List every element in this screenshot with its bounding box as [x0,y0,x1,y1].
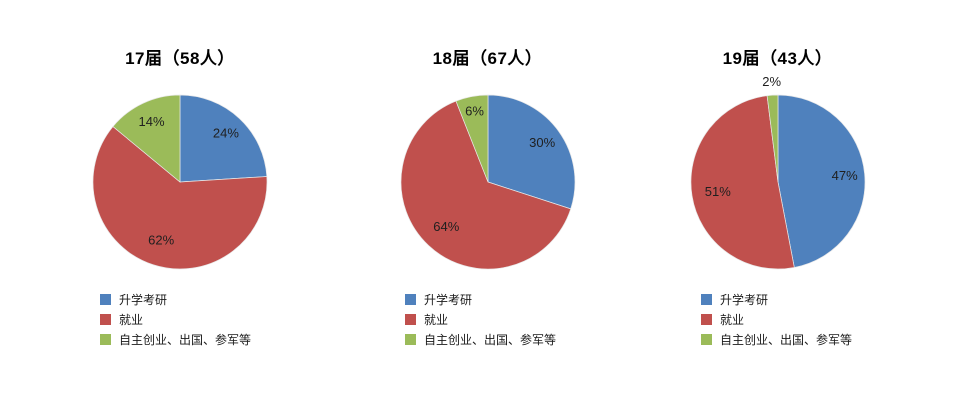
slice-label: 51% [704,184,730,199]
legend-swatch [701,313,712,325]
chart-panel-19: 19届（43人） 47% 51% 2% 升学考研就业自主创业、出国、参军等 [635,0,920,412]
legend-item: 自主创业、出国、参军等 [405,329,556,349]
slice-label: 47% [831,168,857,183]
legend-swatch [100,333,111,345]
pie-slice-0 [179,94,268,183]
slice-label: 24% [213,126,239,141]
legend-item: 自主创业、出国、参军等 [100,329,251,349]
legend-item: 就业 [100,309,251,329]
legend-item: 升学考研 [405,289,556,309]
legend-label: 就业 [720,312,745,327]
legend-swatch [701,293,712,305]
pie-slice-2 [112,94,181,183]
slice-label: 64% [433,219,459,234]
pie-slice-0 [777,94,865,268]
legend-label: 升学考研 [119,292,168,307]
legend: 升学考研就业自主创业、出国、参军等 [100,289,251,349]
legend: 升学考研就业自主创业、出国、参军等 [701,289,852,349]
pie-slice-1 [400,100,571,270]
pie-slice-2 [455,94,488,183]
legend-label: 自主创业、出国、参军等 [119,332,252,347]
pie-slice-0 [487,94,575,210]
legend-item: 就业 [701,309,852,329]
legend-item: 自主创业、出国、参军等 [701,329,852,349]
slice-label: 6% [465,104,484,119]
slice-label: 62% [148,232,174,247]
legend-item: 升学考研 [100,289,251,309]
legend-swatch [100,313,111,325]
slice-label: 30% [529,135,555,150]
chart-title: 19届（43人） [722,49,833,68]
legend: 升学考研就业自主创业、出国、参军等 [405,289,556,349]
legend-swatch [405,333,416,345]
pie-slice-1 [92,126,268,270]
chart-panel-18: 18届（67人） 30% 64% 6% 升学考研就业自主创业、出国、参军等 [345,0,630,412]
chart-title: 18届（67人） [432,49,543,68]
pie-slice-1 [690,95,795,270]
pie-chart-svg: 30% 64% 6% [400,94,575,270]
chart-title: 17届（58人） [125,49,235,68]
legend-label: 自主创业、出国、参军等 [720,332,853,347]
slice-label: 14% [138,114,164,129]
legend-label: 就业 [119,312,144,327]
legend-label: 升学考研 [720,292,769,307]
legend-label: 就业 [424,312,449,327]
chart-panel-17: 17届（58人） 24% 62% 14% 升学考研就业自主创业、出国、参军等 [40,0,320,412]
legend-swatch [701,333,712,345]
legend-swatch [100,293,111,305]
legend-swatch [405,313,416,325]
pie-slice-2 [766,94,778,183]
slice-label: 2% [762,74,781,89]
legend-label: 升学考研 [424,292,473,307]
pie-chart-svg: 24% 62% 14% [92,94,268,270]
pie-chart-svg: 47% 51% 2% [690,74,865,270]
legend-label: 自主创业、出国、参军等 [424,332,557,347]
legend-item: 就业 [405,309,556,329]
legend-item: 升学考研 [701,289,852,309]
legend-swatch [405,293,416,305]
